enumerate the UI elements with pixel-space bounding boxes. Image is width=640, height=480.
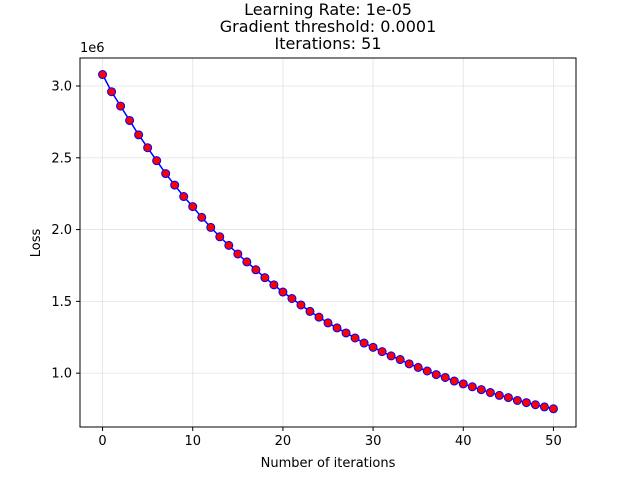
- data-point: [377, 347, 387, 357]
- data-point: [422, 366, 432, 376]
- data-point: [359, 338, 369, 348]
- data-point: [107, 87, 117, 97]
- y-axis-label: Loss: [29, 229, 44, 258]
- data-point: [440, 372, 450, 382]
- data-point: [251, 265, 261, 275]
- x-tick-label: 30: [365, 434, 382, 449]
- data-point: [413, 362, 423, 372]
- y-tick-label: 2.0: [51, 223, 72, 238]
- data-point: [278, 287, 288, 297]
- data-point: [332, 323, 342, 333]
- x-tick-label: 40: [455, 434, 472, 449]
- x-axis-label: Number of iterations: [261, 456, 396, 471]
- data-point: [161, 169, 171, 179]
- data-point: [341, 328, 351, 338]
- x-tick-label: 0: [98, 434, 106, 449]
- data-point: [260, 273, 270, 283]
- data-point: [179, 192, 189, 202]
- x-tick-label: 20: [275, 434, 292, 449]
- data-point: [269, 280, 279, 290]
- data-point: [404, 359, 414, 369]
- y-tick-label: 2.5: [51, 151, 72, 166]
- data-point: [323, 318, 333, 328]
- data-point: [143, 143, 153, 153]
- data-point: [188, 202, 198, 212]
- data-point: [512, 395, 522, 405]
- y-offset-label: 1e6: [80, 41, 105, 56]
- data-point: [539, 402, 549, 412]
- data-point: [386, 351, 396, 361]
- data-point: [503, 393, 513, 403]
- data-point: [116, 101, 126, 111]
- data-point: [449, 376, 459, 386]
- data-point: [296, 300, 306, 310]
- y-tick-label: 3.0: [51, 79, 72, 94]
- data-point: [305, 306, 315, 316]
- data-point: [98, 70, 108, 80]
- plot-frame: [79, 57, 577, 428]
- data-point: [233, 249, 243, 259]
- series-layer: [98, 70, 558, 414]
- data-point: [350, 333, 360, 343]
- data-point: [170, 180, 180, 190]
- data-point: [197, 212, 207, 222]
- data-point: [125, 115, 135, 125]
- y-tick-label: 1.5: [51, 295, 72, 310]
- data-point: [314, 312, 324, 322]
- data-point: [134, 130, 144, 140]
- data-point: [242, 257, 252, 267]
- axis-ticks: 0 10 20 30 40 50 1.0 1.5 2.0 2.5 3.0: [51, 79, 561, 449]
- data-point: [152, 156, 162, 166]
- x-tick-label: 50: [545, 434, 562, 449]
- data-point: [458, 379, 468, 389]
- data-point: [521, 398, 531, 408]
- title-line-1: Learning Rate: 1e-05: [244, 0, 412, 19]
- data-point: [395, 355, 405, 365]
- title-line-2: Gradient threshold: 0.0001: [220, 17, 437, 36]
- x-tick-label: 10: [184, 434, 201, 449]
- data-point: [368, 342, 378, 352]
- data-point: [530, 400, 540, 410]
- data-point: [476, 385, 486, 395]
- data-point: [215, 232, 225, 242]
- data-point: [467, 382, 477, 392]
- title-line-3: Iterations: 51: [274, 34, 381, 53]
- data-point: [548, 404, 558, 414]
- y-tick-label: 1.0: [51, 367, 72, 382]
- data-point: [494, 390, 504, 400]
- data-point: [287, 293, 297, 303]
- data-point: [224, 240, 234, 250]
- data-point: [485, 388, 495, 398]
- data-point: [431, 370, 441, 380]
- grid-lines: [80, 58, 576, 427]
- data-point: [206, 222, 216, 232]
